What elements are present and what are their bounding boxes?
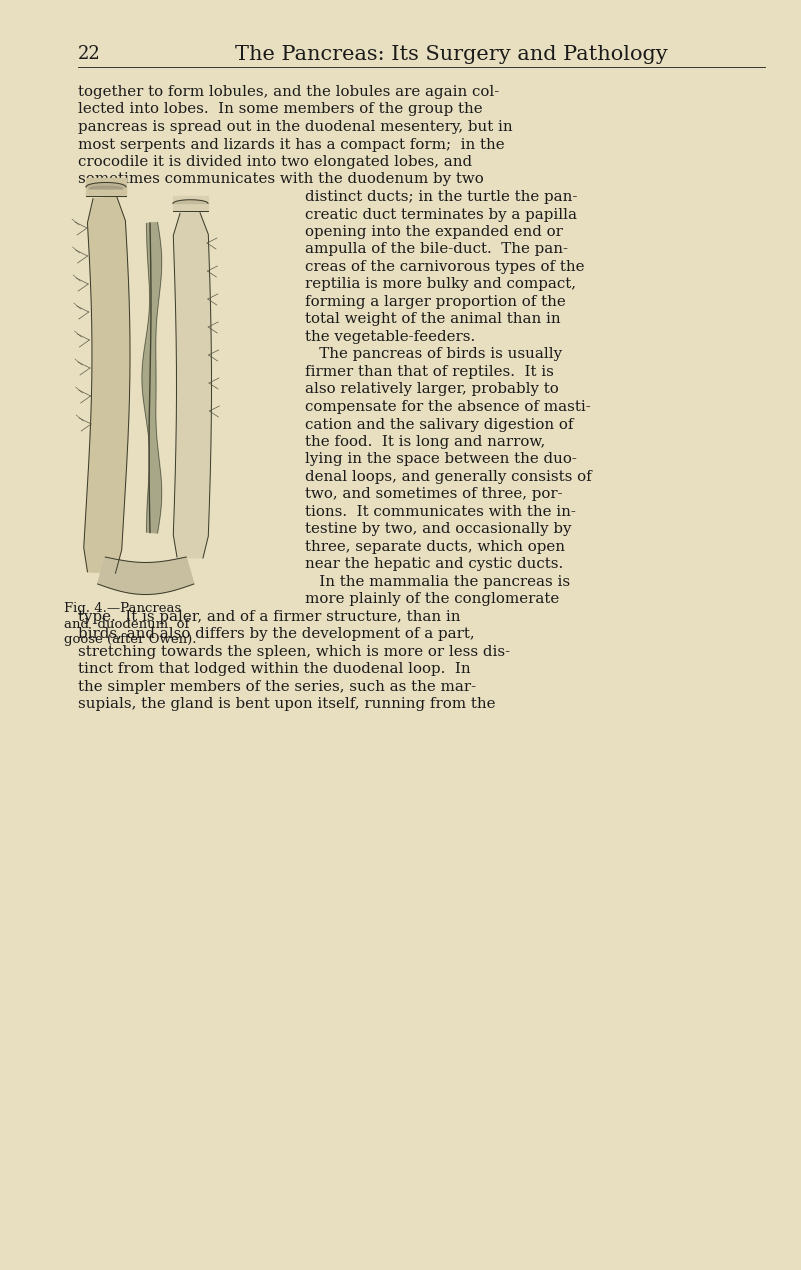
Text: reptilia is more bulky and compact,: reptilia is more bulky and compact,	[305, 278, 576, 292]
Polygon shape	[98, 558, 194, 594]
Text: ampulla of the bile-duct.  The pan-: ampulla of the bile-duct. The pan-	[305, 243, 568, 257]
Text: compensate for the absence of masti-: compensate for the absence of masti-	[305, 400, 591, 414]
Text: In the mammalia the pancreas is: In the mammalia the pancreas is	[305, 575, 570, 589]
Text: tions.  It communicates with the in-: tions. It communicates with the in-	[305, 505, 576, 519]
Text: stretching towards the spleen, which is more or less dis-: stretching towards the spleen, which is …	[78, 645, 510, 659]
Polygon shape	[142, 222, 162, 533]
Text: Fig. 4.—Pancreas: Fig. 4.—Pancreas	[64, 602, 181, 616]
Text: The Pancreas: Its Surgery and Pathology: The Pancreas: Its Surgery and Pathology	[235, 44, 668, 64]
Text: goose (after Owen).: goose (after Owen).	[64, 634, 196, 646]
Text: creas of the carnivorous types of the: creas of the carnivorous types of the	[305, 260, 585, 274]
Text: creatic duct terminates by a papilla: creatic duct terminates by a papilla	[305, 207, 577, 221]
Text: and  duodenum  of: and duodenum of	[64, 618, 189, 631]
Text: The pancreas of birds is usually: The pancreas of birds is usually	[305, 348, 562, 362]
Text: the vegetable-feeders.: the vegetable-feeders.	[305, 330, 475, 344]
Text: three, separate ducts, which open: three, separate ducts, which open	[305, 540, 565, 554]
Text: 22: 22	[78, 44, 101, 64]
Text: birds, and also differs by the development of a part,: birds, and also differs by the developme…	[78, 627, 475, 641]
Text: lying in the space between the duo-: lying in the space between the duo-	[305, 452, 577, 466]
Polygon shape	[86, 183, 126, 187]
Polygon shape	[89, 187, 123, 189]
Text: the simpler members of the series, such as the mar-: the simpler members of the series, such …	[78, 679, 476, 693]
Polygon shape	[173, 212, 211, 558]
Text: supials, the gland is bent upon itself, running from the: supials, the gland is bent upon itself, …	[78, 697, 496, 711]
Text: two, and sometimes of three, por-: two, and sometimes of three, por-	[305, 488, 562, 502]
Polygon shape	[84, 197, 130, 573]
Text: opening into the expanded end or: opening into the expanded end or	[305, 225, 563, 239]
Text: most serpents and lizards it has a compact form;  in the: most serpents and lizards it has a compa…	[78, 137, 505, 151]
Text: cation and the salivary digestion of: cation and the salivary digestion of	[305, 418, 574, 432]
Text: more plainly of the conglomerate: more plainly of the conglomerate	[305, 593, 559, 607]
Polygon shape	[173, 199, 208, 203]
Text: tinct from that lodged within the duodenal loop.  In: tinct from that lodged within the duoden…	[78, 663, 471, 677]
Text: crocodile it is divided into two elongated lobes, and: crocodile it is divided into two elongat…	[78, 155, 472, 169]
Text: denal loops, and generally consists of: denal loops, and generally consists of	[305, 470, 592, 484]
Text: type.  It is paler, and of a firmer structure, than in: type. It is paler, and of a firmer struc…	[78, 610, 461, 624]
Text: together to form lobules, and the lobules are again col-: together to form lobules, and the lobule…	[78, 85, 499, 99]
Text: firmer than that of reptiles.  It is: firmer than that of reptiles. It is	[305, 364, 553, 378]
Text: total weight of the animal than in: total weight of the animal than in	[305, 312, 561, 326]
Text: the food.  It is long and narrow,: the food. It is long and narrow,	[305, 436, 545, 450]
Text: lected into lobes.  In some members of the group the: lected into lobes. In some members of th…	[78, 103, 483, 117]
Text: forming a larger proportion of the: forming a larger proportion of the	[305, 295, 566, 309]
Text: sometimes communicates with the duodenum by two: sometimes communicates with the duodenum…	[78, 173, 484, 187]
Text: testine by two, and occasionally by: testine by two, and occasionally by	[305, 522, 571, 536]
Text: near the hepatic and cystic ducts.: near the hepatic and cystic ducts.	[305, 558, 563, 572]
Text: distinct ducts; in the turtle the pan-: distinct ducts; in the turtle the pan-	[305, 190, 578, 204]
Text: pancreas is spread out in the duodenal mesentery, but in: pancreas is spread out in the duodenal m…	[78, 119, 513, 135]
Text: also relatively larger, probably to: also relatively larger, probably to	[305, 382, 559, 396]
